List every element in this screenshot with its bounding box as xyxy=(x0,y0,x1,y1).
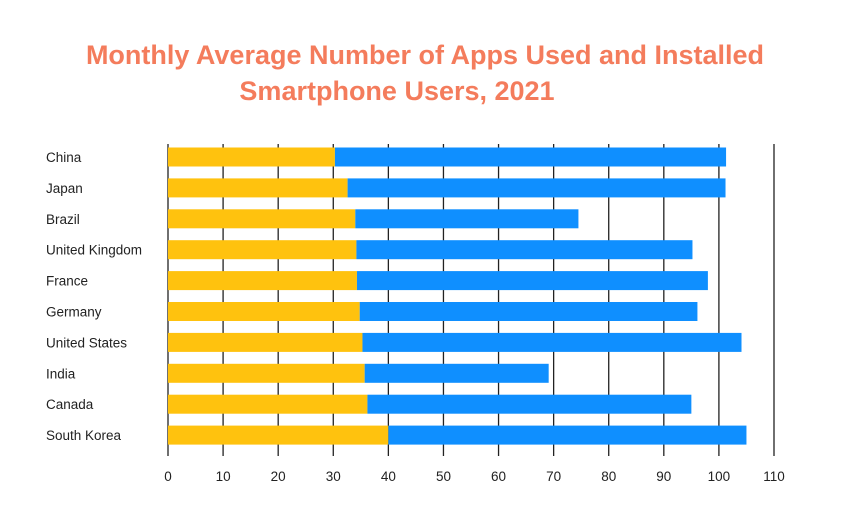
bar-segment-1 xyxy=(168,394,368,414)
x-tick-label: 70 xyxy=(546,469,561,484)
bar-segment-1 xyxy=(168,178,348,198)
bar-segment-1 xyxy=(168,271,357,291)
bar-segment-1 xyxy=(168,363,365,383)
category-label: France xyxy=(46,274,88,289)
category-label: India xyxy=(46,366,76,381)
category-label: Germany xyxy=(46,305,102,320)
category-label: China xyxy=(46,150,82,165)
bar-segment-2 xyxy=(347,178,726,198)
category-label: Japan xyxy=(46,181,83,196)
category-label: Canada xyxy=(46,397,94,412)
category-label: United Kingdom xyxy=(46,243,142,258)
bar-segment-2 xyxy=(334,147,727,167)
x-tick-label: 100 xyxy=(708,469,731,484)
category-label: United States xyxy=(46,335,127,350)
x-tick-label: 60 xyxy=(491,469,506,484)
x-tick-label: 110 xyxy=(763,469,785,484)
bar-segment-1 xyxy=(168,240,357,260)
bar-segment-1 xyxy=(168,209,356,229)
x-tick-label: 10 xyxy=(216,469,231,484)
x-tick-label: 90 xyxy=(656,469,671,484)
x-tick-label: 80 xyxy=(601,469,616,484)
bar-segment-2 xyxy=(362,332,742,352)
bar-segment-1 xyxy=(168,147,335,167)
chart-title-line-2: Smartphone Users, 2021 xyxy=(239,76,555,106)
category-label: Brazil xyxy=(46,212,80,227)
bar-segment-1 xyxy=(168,425,389,445)
bar-segment-1 xyxy=(168,332,363,352)
bar-segment-1 xyxy=(168,302,360,321)
x-tick-label: 40 xyxy=(381,469,396,484)
bar-segment-2 xyxy=(355,209,579,229)
chart-title-line-1: Monthly Average Number of Apps Used and … xyxy=(85,40,765,70)
bar-segment-2 xyxy=(356,271,708,291)
bar-segment-2 xyxy=(356,240,693,260)
x-tick-label: 0 xyxy=(164,469,172,484)
bar-segment-2 xyxy=(359,302,698,321)
bar-segment-2 xyxy=(388,425,747,445)
bar-segment-2 xyxy=(364,363,549,383)
category-label: South Korea xyxy=(46,428,122,443)
bar-segment-2 xyxy=(367,394,692,414)
x-tick-label: 30 xyxy=(326,469,341,484)
x-tick-label: 50 xyxy=(436,469,451,484)
x-tick-label: 20 xyxy=(271,469,286,484)
